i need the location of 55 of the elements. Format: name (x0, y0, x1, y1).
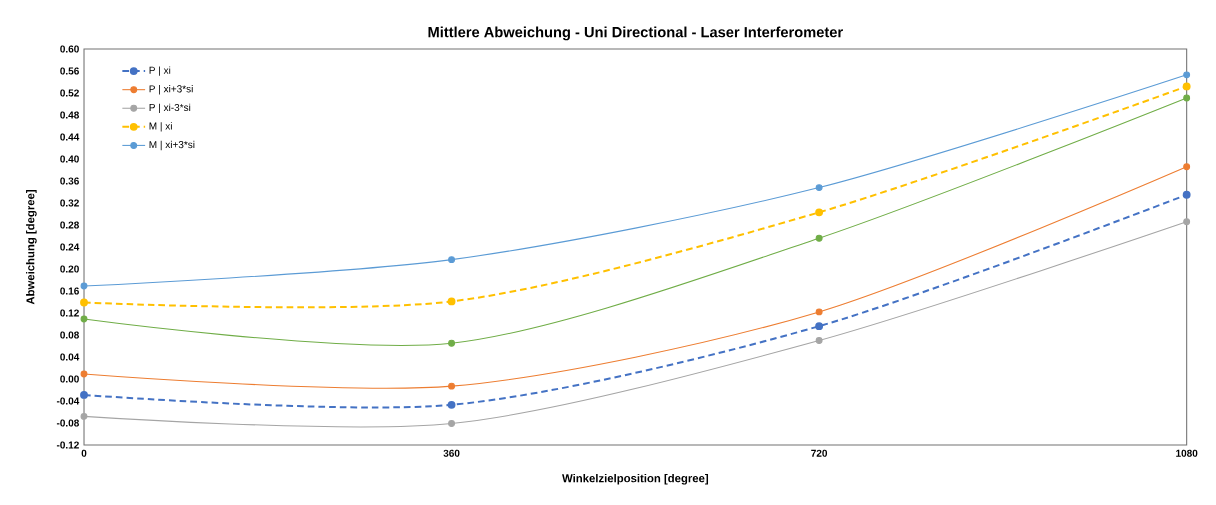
y-tick-label: 0.52 (60, 89, 79, 97)
point (815, 337, 823, 344)
y-axis-title: Abweichung [degree] (26, 190, 37, 305)
point (80, 412, 88, 420)
x-tick-label: 0 (81, 449, 87, 457)
x-axis-title: Winkelzielposition [degree] (562, 473, 709, 485)
legend-label: P | xi-3*si (149, 103, 191, 113)
x-tick-label: 720 (811, 449, 828, 457)
point (1182, 190, 1191, 199)
point (80, 391, 88, 399)
legend-label: M | xi (149, 122, 172, 132)
y-tick-label: 0.32 (60, 199, 79, 207)
point (815, 208, 824, 217)
point (448, 382, 456, 390)
point (80, 370, 88, 378)
point (1183, 94, 1191, 102)
point (448, 339, 456, 347)
legend-label: M | xi+3*si (149, 140, 195, 151)
y-tick-label: 0.48 (60, 111, 79, 119)
point (1183, 163, 1191, 171)
y-tick-label: 0.24 (60, 243, 80, 251)
x-tick-label: 1080 (1176, 449, 1198, 457)
point (448, 256, 456, 264)
point (1183, 218, 1191, 226)
y-tick-label: -0.12 (56, 441, 79, 449)
point (448, 420, 456, 428)
y-tick-label: 0.56 (60, 67, 79, 75)
point (815, 234, 823, 242)
y-tick-label: 0.16 (60, 287, 79, 295)
point (447, 297, 456, 306)
point (1183, 71, 1191, 79)
point (80, 298, 88, 307)
legend-label: P | xi (149, 66, 171, 76)
y-tick-label: 0.00 (60, 375, 79, 383)
y-tick-label: 0.12 (60, 309, 79, 317)
legend-label: P | xi+3*si (149, 85, 193, 95)
point (815, 322, 824, 331)
point (1182, 82, 1191, 91)
point (80, 315, 88, 323)
y-tick-label: 0.60 (60, 45, 79, 53)
y-tick-label: 0.04 (60, 353, 80, 361)
y-tick-label: 0.28 (60, 221, 79, 229)
point (815, 308, 823, 316)
point (815, 184, 823, 192)
y-tick-label: -0.08 (56, 419, 79, 427)
point (80, 282, 88, 290)
y-tick-label: 0.20 (60, 265, 79, 273)
y-tick-label: 0.44 (60, 133, 80, 141)
y-tick-label: 0.36 (60, 177, 79, 185)
x-tick-label: 360 (443, 449, 460, 457)
y-tick-label: 0.40 (60, 155, 79, 163)
y-tick-label: -0.04 (56, 397, 80, 405)
point (447, 400, 456, 409)
y-tick-label: 0.08 (60, 331, 79, 339)
chart-title: Mittlere Abweichung - Uni Directional - Laser Interferometer (428, 26, 843, 41)
